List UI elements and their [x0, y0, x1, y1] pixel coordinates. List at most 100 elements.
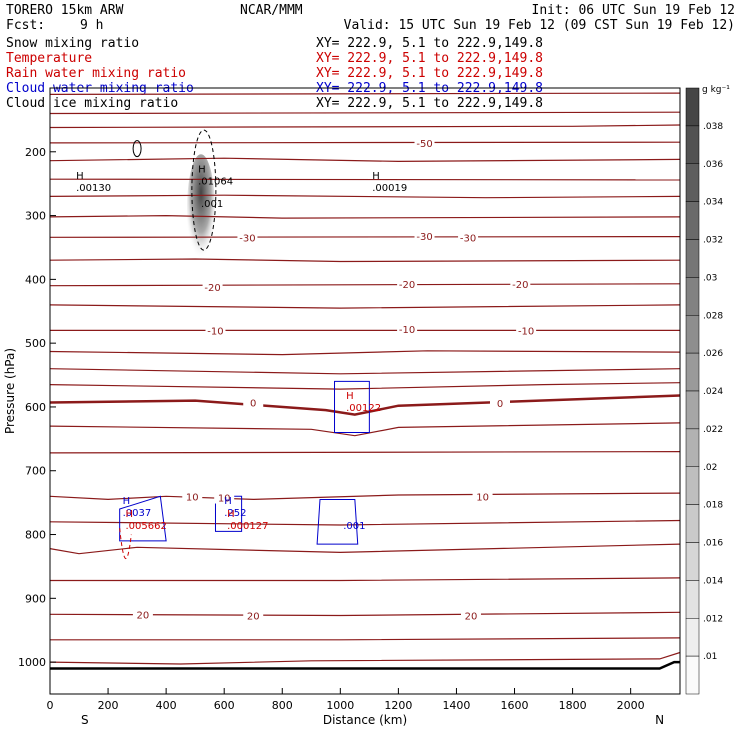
- max-marker: H: [224, 496, 232, 507]
- colorbar-label: .01: [703, 652, 717, 662]
- colorbar-cell: [685, 655, 700, 695]
- isotherm-line: [49, 350, 681, 356]
- colorbar-label: .014: [703, 576, 723, 586]
- field-xy: XY= 222.9, 5.1 to 222.9,149.8: [316, 66, 543, 81]
- cloud-water-contour: [316, 498, 359, 545]
- isotherm-label-bg: [243, 609, 264, 622]
- isotherm-line: [49, 157, 681, 163]
- isotherm-label-bg: [214, 491, 235, 504]
- y-axis-title: Pressure (hPa): [3, 348, 17, 434]
- isotherm-label-bg: [202, 281, 223, 294]
- isotherm-label: 10: [476, 492, 489, 503]
- colorbar-cell: [685, 428, 700, 467]
- isotherm-line: [49, 236, 681, 238]
- isotherm-label-bg: [182, 490, 203, 503]
- isotherm-line: [49, 394, 681, 416]
- isotherm-line: [49, 368, 681, 375]
- max-value: .0037: [123, 508, 152, 519]
- max-marker: H: [76, 171, 84, 182]
- x-tick-label: 0: [47, 699, 54, 712]
- isotherm-label-bg: [237, 231, 258, 244]
- cloud-water-contour: [334, 380, 370, 433]
- isotherm-line: [49, 258, 681, 263]
- colorbar-cell: [685, 542, 700, 581]
- isotherm-label-bg: [510, 277, 531, 290]
- max-value: .000127: [227, 521, 268, 532]
- y-tick-label: 300: [25, 210, 46, 223]
- x-tick-label: 1000: [326, 699, 354, 712]
- y-tick-label: 600: [25, 401, 46, 414]
- isotherm-label: 0: [497, 399, 503, 410]
- isotherm-label-bg: [414, 136, 435, 149]
- isotherm-label: 20: [465, 612, 478, 623]
- max-marker: H: [125, 509, 133, 520]
- y-tick-label: 500: [25, 337, 46, 350]
- colorbar-cell: [685, 580, 700, 619]
- isotherm-line: [49, 451, 681, 454]
- colorbar-cell: [685, 352, 700, 392]
- isotherm-label: -10: [399, 325, 415, 336]
- x-tick-label: 800: [272, 699, 293, 712]
- isotherm-label-bg: [205, 324, 226, 337]
- isotherm-label: -20: [512, 280, 528, 291]
- isotherm-line: [49, 124, 681, 129]
- isotherm-line: [49, 194, 681, 199]
- max-value: .252: [224, 508, 246, 519]
- colorbar-label: .022: [703, 425, 723, 435]
- endpoint-left: S: [81, 713, 89, 727]
- isotherm-label-bg: [397, 277, 418, 290]
- isotherm-label: 20: [247, 612, 260, 623]
- isotherm-line: [49, 111, 681, 115]
- isotherm-line: [49, 651, 681, 665]
- fcst-label: Fcst:: [6, 18, 45, 33]
- max-value: .005662: [125, 521, 166, 532]
- isotherm-label-bg: [472, 490, 493, 503]
- y-tick-label: 700: [25, 465, 46, 478]
- isotherm-label: 20: [137, 610, 150, 621]
- isotherm-label: -30: [460, 233, 476, 244]
- rain-contour: [119, 528, 132, 559]
- isotherm-line: [49, 283, 681, 287]
- x-tick-label: 200: [98, 699, 119, 712]
- isotherm-line: [49, 214, 681, 219]
- max-value: .00019: [372, 183, 407, 194]
- field-name: Rain water mixing ratio: [6, 66, 186, 81]
- isotherm-line: [49, 543, 681, 555]
- max-value: .01064: [198, 176, 233, 187]
- max-marker: H: [198, 164, 206, 175]
- isotherm-label: 10: [186, 492, 199, 503]
- max-marker: H: [227, 509, 235, 520]
- max-marker: H: [346, 391, 354, 402]
- colorbar-label: .034: [703, 198, 723, 208]
- isotherm-label-bg: [397, 323, 418, 336]
- isotherm-line: [49, 178, 681, 181]
- isotherm-label-bg: [458, 231, 479, 244]
- colorbar-unit: g kg⁻¹: [702, 85, 730, 95]
- isotherm-line: [49, 519, 681, 526]
- colorbar-cell: [685, 504, 700, 543]
- fcst-value: 9 h: [80, 18, 103, 33]
- colorbar-label: .032: [703, 236, 723, 246]
- isotherm-label: -30: [416, 232, 432, 243]
- y-tick-label: 400: [25, 273, 46, 286]
- model-title: TORERO 15km ARW: [6, 3, 124, 18]
- contour-label: .001: [343, 521, 365, 532]
- colorbar-label: .03: [703, 273, 717, 283]
- colorbar-label: .018: [703, 501, 723, 511]
- isotherm-label: -50: [416, 139, 432, 150]
- y-tick-label: 900: [25, 592, 46, 605]
- isotherm-line: [49, 422, 681, 437]
- max-value: .00130: [76, 183, 111, 194]
- colorbar-label: .016: [703, 539, 723, 549]
- isotherm-label: -10: [518, 326, 534, 337]
- colorbar-cell: [685, 125, 700, 164]
- isotherm-line: [50, 637, 681, 641]
- x-tick-label: 1400: [442, 699, 470, 712]
- x-tick-label: 1600: [501, 699, 529, 712]
- x-tick-label: 1800: [559, 699, 587, 712]
- isotherm-label-bg: [460, 609, 481, 622]
- cloud-ice-contour: [191, 129, 217, 251]
- colorbar-cell: [685, 201, 700, 240]
- isotherm-line: [50, 577, 681, 582]
- y-tick-label: 1000: [18, 656, 46, 669]
